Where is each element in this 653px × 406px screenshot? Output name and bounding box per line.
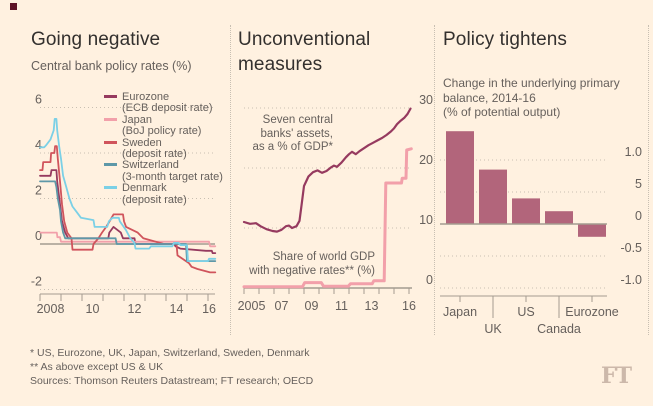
annotation-negative-rates: Share of world GDP with negative rates**… bbox=[243, 251, 375, 278]
annotation-assets-line: Seven central bbox=[262, 114, 333, 126]
legend: Eurozone (ECB deposit rate) Japan (BoJ poli… bbox=[104, 91, 226, 206]
subtitle-line: (% of potential output) bbox=[443, 105, 561, 119]
annotation-assets-line: as a % of GDP* bbox=[252, 141, 333, 153]
subtitle-line: Change in the underlying primary bbox=[443, 76, 620, 90]
legend-detail: (3-month target rate) bbox=[122, 170, 223, 183]
y-tick-label: 0 bbox=[35, 229, 42, 243]
x-tick-label: 12 bbox=[128, 302, 142, 316]
bar-eurozone bbox=[578, 224, 606, 237]
panel-separator-2 bbox=[434, 25, 435, 335]
line-switzerland bbox=[39, 180, 217, 263]
x-tick-label: 07 bbox=[275, 299, 289, 313]
legend-detail: (deposit rate) bbox=[122, 148, 187, 161]
line-negative-rates-share bbox=[242, 147, 413, 289]
bar-uk bbox=[479, 169, 507, 224]
page-title-policy-tightens: Policy tightens bbox=[443, 29, 568, 50]
y-tick-label: -0.5 bbox=[620, 241, 642, 255]
y-tick-label: -1.0 bbox=[620, 273, 642, 287]
annotation-negative-rates-line: Share of world GDP bbox=[272, 251, 375, 263]
legend-name: Sweden bbox=[122, 136, 162, 149]
x-category-label: UK bbox=[484, 322, 502, 336]
bar-us bbox=[512, 198, 540, 224]
legend-swatch bbox=[104, 140, 117, 144]
annotation-negative-rates-line: with negative rates** (%) bbox=[249, 264, 375, 277]
y-tick-label: 0 bbox=[635, 209, 642, 223]
footnote-1: * US, Eurozone, UK, Japan, Switzerland, … bbox=[30, 347, 310, 359]
brand-mark bbox=[10, 3, 17, 10]
ft-logo: FT bbox=[601, 363, 632, 389]
legend-swatch bbox=[104, 117, 117, 121]
y-tick-label: 2 bbox=[35, 184, 42, 198]
x-category-label: Eurozone bbox=[565, 305, 619, 319]
y-tick-label: 10 bbox=[419, 213, 433, 227]
y-tick-label: 4 bbox=[35, 138, 42, 152]
y-tick-label: -2 bbox=[31, 275, 42, 289]
x-category-label: Canada bbox=[537, 322, 581, 336]
legend-swatch bbox=[104, 95, 117, 98]
line-denmark bbox=[39, 118, 217, 263]
legend-item: Japan (BoJ policy rate) bbox=[104, 113, 226, 138]
line-eurozone bbox=[39, 169, 217, 255]
legend-item: Eurozone (ECB deposit rate) bbox=[104, 91, 226, 115]
panel-separator-right bbox=[648, 25, 649, 335]
legend-detail: (ECB deposit rate) bbox=[122, 102, 213, 115]
line-japan bbox=[39, 231, 217, 248]
sources: Sources: Thomson Reuters Datastream; FT … bbox=[30, 375, 314, 387]
y-tick-label: 20 bbox=[419, 153, 433, 167]
x-tick-label: 16 bbox=[402, 299, 416, 313]
legend-name: Switzerland bbox=[122, 159, 179, 172]
x-tick-label: 10 bbox=[86, 302, 100, 316]
bar-canada bbox=[545, 211, 573, 224]
annotation-assets: Seven central banks' assets, as a % of G… bbox=[240, 114, 333, 155]
page-title-unconventional: Unconventional measures bbox=[238, 29, 371, 75]
x-tick-label: 16 bbox=[202, 302, 216, 316]
x-category-label: US bbox=[517, 305, 534, 319]
panel-subtitle-policy-tightens: Change in the underlying primary balance… bbox=[443, 76, 620, 120]
footnote-2: ** As above except US & UK bbox=[30, 361, 164, 373]
page-title-going-negative: Going negative bbox=[31, 29, 161, 50]
subtitle-line: balance, 2014-16 bbox=[443, 90, 536, 105]
annotation-assets-line: banks' assets, bbox=[260, 127, 333, 140]
y-tick-label: 0 bbox=[426, 273, 433, 287]
x-tick-label: 11 bbox=[335, 299, 348, 313]
legend-item: Sweden (deposit rate) bbox=[104, 136, 226, 161]
x-tick-label: 14 bbox=[170, 302, 184, 316]
legend-name: Denmark bbox=[122, 182, 167, 195]
legend-name: Japan bbox=[122, 113, 152, 126]
line-central-bank-assets bbox=[242, 107, 412, 233]
panel-separator-1 bbox=[230, 25, 231, 335]
legend-name: Eurozone bbox=[122, 91, 170, 103]
y-tick-label: 5 bbox=[635, 177, 642, 191]
legend-detail: (BoJ policy rate) bbox=[122, 125, 202, 138]
y-tick-label: 30 bbox=[419, 93, 433, 107]
x-category-label: Japan bbox=[443, 305, 477, 319]
x-tick-label: 2008 bbox=[37, 302, 65, 316]
x-tick-label: 2005 bbox=[238, 299, 266, 313]
y-tick-label: 1.0 bbox=[625, 145, 642, 159]
legend-detail: (deposit rate) bbox=[122, 193, 187, 206]
legend-item: Switzerland (3-month target rate) bbox=[104, 160, 226, 183]
bar-japan bbox=[446, 131, 474, 224]
x-tick-label: 09 bbox=[305, 299, 319, 313]
footer: * US, Eurozone, UK, Japan, Switzerland, … bbox=[30, 346, 313, 388]
x-tick-label: 13 bbox=[365, 299, 379, 313]
legend-item: Denmark (deposit rate) bbox=[104, 183, 226, 206]
legend-swatch bbox=[104, 163, 117, 167]
y-tick-label: 6 bbox=[35, 93, 42, 107]
panel-subtitle-going-negative: Central bank policy rates (%) bbox=[31, 59, 192, 73]
legend-swatch bbox=[104, 186, 117, 190]
